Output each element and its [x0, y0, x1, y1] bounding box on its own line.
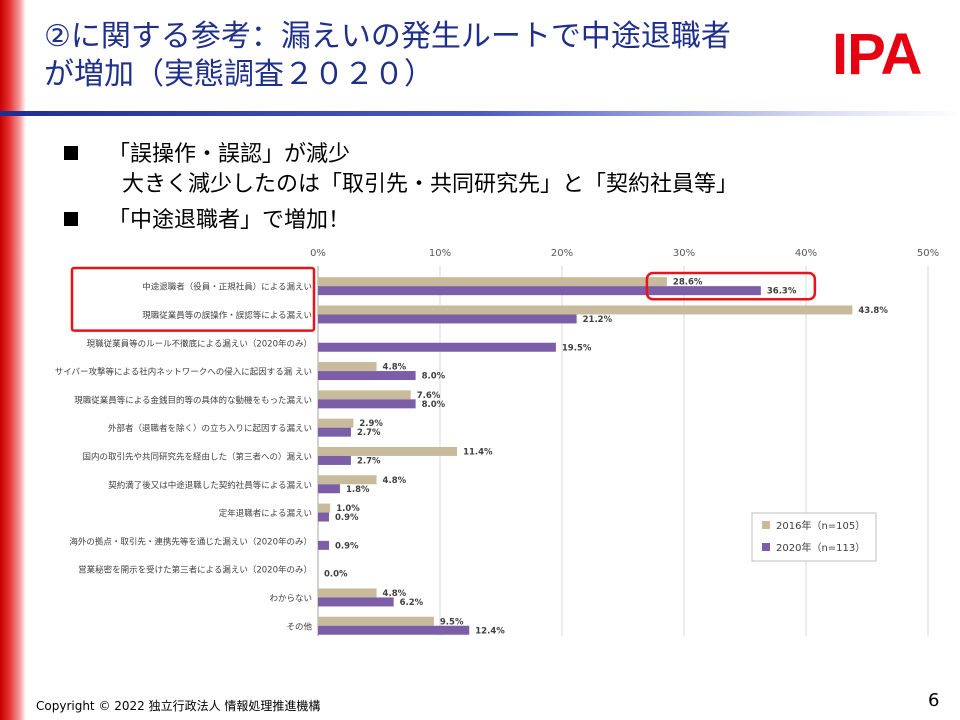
- left-accent-bar: [0, 0, 26, 720]
- category-label: 現職従業員等による金銭目的等の具体的な動機をもった漏えい: [74, 395, 312, 406]
- data-label: 0.0%: [324, 570, 348, 580]
- bar-2016: [318, 475, 377, 485]
- title-line-2: が増加（実態調査２０２０）: [44, 57, 434, 92]
- x-tick-label: 40%: [795, 248, 817, 259]
- data-label: 9.5%: [440, 617, 464, 627]
- category-label: わからない: [269, 594, 312, 604]
- data-label: 28.6%: [673, 278, 703, 288]
- data-label: 0.9%: [335, 513, 359, 523]
- bullet-1-text: 「誤操作・誤認」が減少: [108, 142, 351, 167]
- x-tick-label: 50%: [917, 248, 939, 259]
- data-label: 4.8%: [383, 476, 407, 486]
- bar-2016: [318, 616, 434, 626]
- bar-2016: [318, 503, 331, 513]
- data-label: 36.3%: [767, 287, 797, 297]
- ipa-logo: IPA: [832, 22, 922, 87]
- square-bullet-icon: [64, 146, 78, 160]
- value-highlight-box: [645, 271, 817, 301]
- bar-2016: [318, 588, 377, 598]
- bar-2020: [318, 597, 394, 607]
- data-label: 1.0%: [336, 504, 360, 514]
- bar-chart: 0% 10% 20% 30% 40% 50% 中途退職者（役員・正規社員）による漏えい 28.…: [55, 248, 939, 636]
- copyright-footer: Copyright © 2022 独立行政法人 情報処理推進機構: [36, 699, 321, 713]
- bar-2020: [318, 484, 340, 494]
- category-label: サイバー攻撃等による社内ネットワークへの侵入に起因する漏 えい: [55, 367, 312, 378]
- data-label: 2.9%: [359, 419, 383, 429]
- square-bullet-icon: [64, 212, 78, 226]
- category-label: その他: [286, 621, 312, 632]
- bar-2016: [318, 362, 377, 372]
- data-label: 2.7%: [357, 456, 381, 466]
- bar-2016: [318, 305, 853, 315]
- category-label: 中途退職者（役員・正規社員）による漏えい: [142, 282, 312, 293]
- page-number: 6: [928, 690, 940, 711]
- data-label: 43.8%: [858, 306, 888, 316]
- category-label: 定年退職者による漏えい: [219, 508, 312, 519]
- bar-2020: [318, 371, 416, 381]
- category-label: 契約満了後又は中途退職した契約社員等による漏えい: [108, 480, 312, 491]
- x-tick-label: 30%: [673, 248, 695, 259]
- data-label: 6.2%: [400, 598, 424, 608]
- data-label: 1.8%: [346, 485, 370, 495]
- bar-2020: [318, 286, 761, 296]
- legend-entry: 2020年（n=113）: [776, 541, 865, 554]
- data-label: 12.4%: [475, 626, 505, 636]
- x-tick-label: 20%: [551, 248, 573, 259]
- bar-2016: [318, 390, 411, 400]
- bar-2020: [318, 455, 351, 465]
- data-label: 2.7%: [357, 428, 381, 438]
- bar-2020: [318, 314, 577, 324]
- bar-2020: [318, 540, 329, 550]
- category-label: 営業秘密を開示を受けた第三者による漏えい（2020年のみ）: [78, 565, 312, 576]
- bar-2016: [318, 418, 354, 428]
- data-label: 0.9%: [335, 541, 359, 551]
- title-line-1: ②に関する参考：漏えいの発生ルートで中途退職者: [44, 19, 731, 54]
- bar-2020: [318, 427, 351, 437]
- bullet-1-subtext: 大きく減少したのは「取引先・共同研究先」と「契約社員等」: [122, 172, 739, 197]
- bar-2020: [318, 625, 470, 635]
- bullet-1: 「誤操作・誤認」が減少: [64, 140, 350, 170]
- category-label: 国内の取引先や共同研究先を経由した（第三者への）漏えい: [82, 451, 312, 462]
- legend-box: [751, 512, 877, 562]
- legend-swatch: [762, 521, 770, 529]
- category-label: 海外の拠点・取引先・連携先等を通じた漏えい（2020年のみ）: [69, 536, 312, 547]
- bar-2020: [318, 512, 329, 522]
- legend-entry: 2016年（n=105）: [776, 519, 865, 532]
- bar-2016: [318, 446, 458, 456]
- data-label: 11.4%: [463, 447, 493, 457]
- category-highlight-box: [70, 266, 316, 332]
- category-label: 外部者（退職者を除く）の立ち入りに起因する漏えい: [108, 423, 312, 434]
- data-label: 21.2%: [583, 315, 613, 325]
- bar-2020: [318, 399, 416, 409]
- x-tick-label: 10%: [429, 248, 451, 259]
- data-label: 4.8%: [383, 363, 407, 373]
- category-label: 現職従業員等のルール不徹底による漏えい（2020年のみ）: [87, 338, 312, 349]
- bullet-2-text: 「中途退職者」で増加！: [108, 208, 351, 233]
- title-underline: [0, 111, 960, 116]
- legend-swatch: [762, 543, 770, 551]
- data-label: 8.0%: [422, 372, 446, 382]
- data-label: 4.8%: [383, 589, 407, 599]
- data-label: 19.5%: [562, 343, 592, 353]
- data-label: 8.0%: [422, 400, 446, 410]
- bar-2016: [318, 277, 667, 287]
- bullet-2: 「中途退職者」で増加！: [64, 206, 350, 236]
- x-tick-label: 0%: [310, 248, 326, 259]
- category-label: 現職従業員等の誤操作・誤認等による漏えい: [142, 310, 312, 321]
- data-label: 7.6%: [417, 391, 441, 401]
- slide-title: ②に関する参考：漏えいの発生ルートで中途退職者 が増加（実態調査２０２０）: [44, 18, 834, 94]
- bar-2020: [318, 342, 556, 352]
